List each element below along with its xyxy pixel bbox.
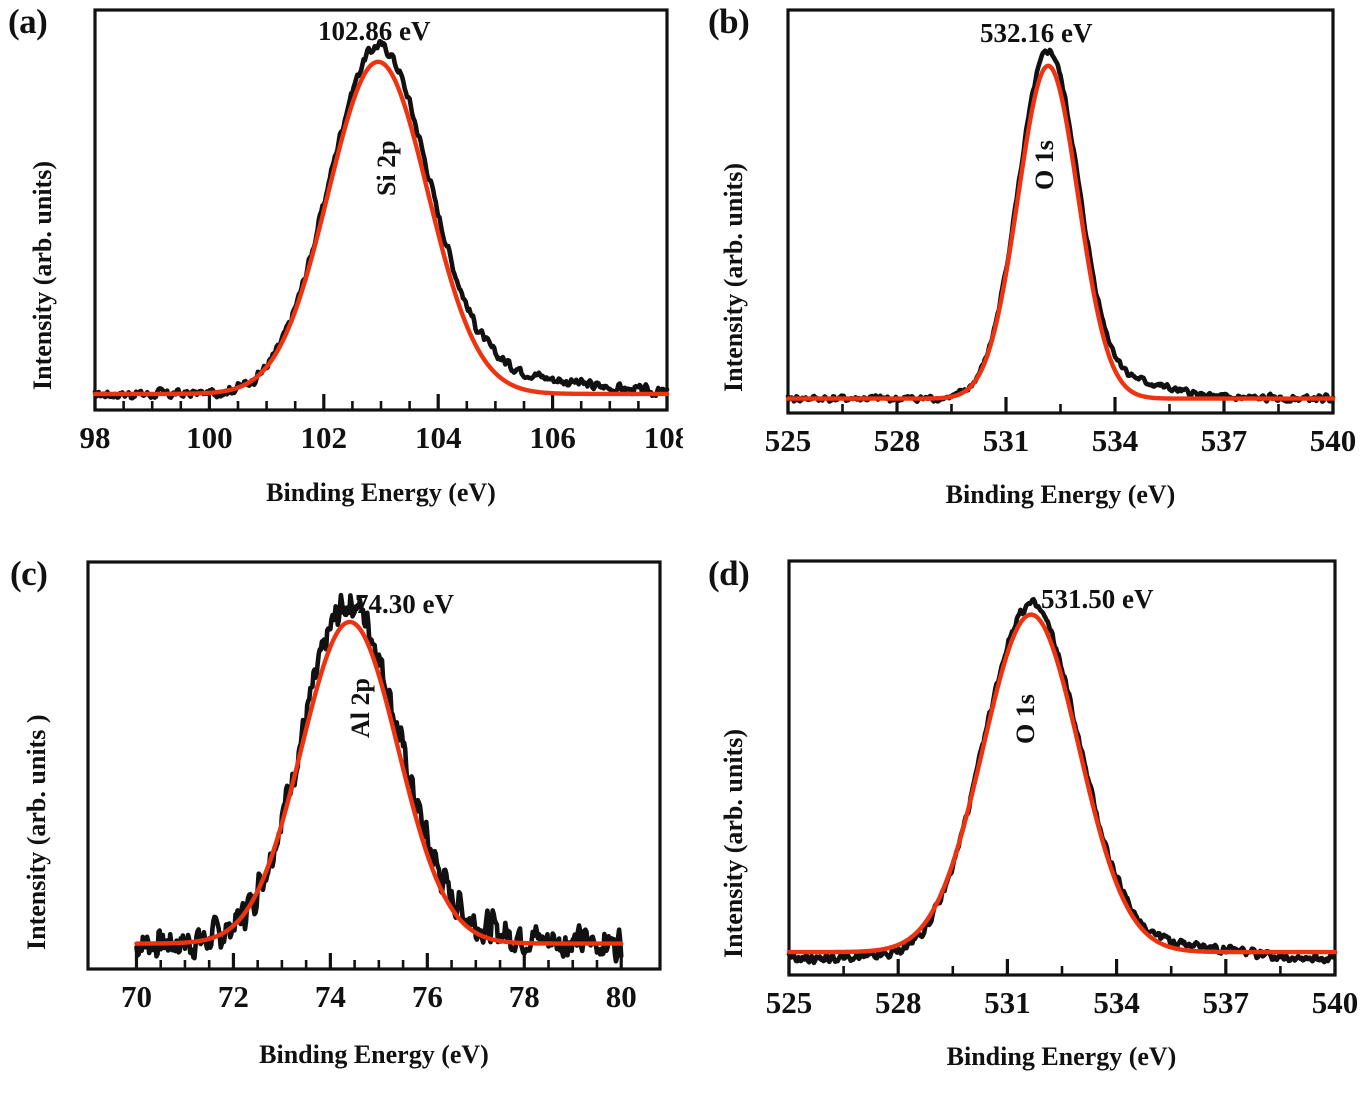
x-axis-tick-label: 80 bbox=[606, 979, 637, 1014]
x-axis-tick-label: 534 bbox=[1093, 985, 1140, 1020]
x-axis-tick-label: 100 bbox=[186, 420, 233, 455]
panel-c-plot: 70 72 74 76 78 80 bbox=[86, 560, 662, 1014]
x-axis-tick-label: 102 bbox=[301, 420, 348, 455]
panel-d-plot: 525 528 531 534 537 540 bbox=[766, 559, 1359, 1020]
fitted-curve bbox=[134, 619, 624, 946]
panel-b-plot: 525 528 531 534 537 540 bbox=[765, 8, 1357, 458]
panel-b: (b) Intensity (arb. units) 532.16 eV O 1… bbox=[683, 0, 1366, 540]
panel-b-x-axis-label: Binding Energy (eV) bbox=[945, 480, 1176, 509]
panel-d-peak-annotation: 531.50 eV bbox=[1041, 584, 1154, 614]
raw-data-curve bbox=[92, 38, 670, 401]
panel-a-x-axis-label: Binding Energy (eV) bbox=[266, 478, 496, 507]
fitted-curve bbox=[785, 63, 1336, 401]
panel-b-letter: (b) bbox=[708, 2, 750, 41]
x-axis-tick-label: 76 bbox=[412, 979, 443, 1014]
x-axis-tick-label: 525 bbox=[766, 985, 813, 1020]
panel-a-plot: 98 100 102 104 106 108 bbox=[80, 8, 683, 455]
panel-a-peak-annotation: 102.86 eV bbox=[318, 16, 431, 46]
x-axis-tick-label: 74 bbox=[315, 979, 346, 1014]
x-axis-tick-label: 104 bbox=[415, 420, 462, 455]
plot-frame bbox=[787, 559, 1337, 977]
x-axis-tick-label: 70 bbox=[121, 979, 152, 1014]
x-axis-tick-label: 540 bbox=[1312, 985, 1359, 1020]
x-axis-tick-label: 540 bbox=[1310, 423, 1357, 458]
x-axis-tick-label: 528 bbox=[875, 985, 922, 1020]
panel-a-letter: (a) bbox=[8, 2, 48, 41]
panel-d-x-axis-label: Binding Energy (eV) bbox=[946, 1042, 1177, 1071]
x-axis-tick-label: 537 bbox=[1203, 985, 1250, 1020]
raw-data-curve bbox=[134, 592, 624, 964]
x-axis-tick-label: 534 bbox=[1092, 423, 1139, 458]
panel-c-letter: (c) bbox=[10, 554, 48, 593]
x-axis-tick-label: 531 bbox=[983, 423, 1030, 458]
x-axis-tick-label: 537 bbox=[1201, 423, 1248, 458]
panel-d: (d) Intensity (arb. units) 531.50 eV O 1… bbox=[683, 540, 1366, 1102]
plot-frame bbox=[86, 560, 662, 971]
x-axis-tick-label: 528 bbox=[874, 423, 921, 458]
panel-b-peak-annotation: 532.16 eV bbox=[980, 18, 1093, 48]
x-axis-tick-label: 78 bbox=[509, 979, 540, 1014]
panel-a: (a) Intensity (arb. units) 102.86 eV Si … bbox=[0, 0, 683, 540]
x-axis-tick-label: 531 bbox=[984, 985, 1031, 1020]
panel-c: (c) Intensity (arb. units ) 74.30 eV Al … bbox=[0, 540, 683, 1102]
raw-data-curve bbox=[786, 597, 1338, 966]
fitted-curve bbox=[786, 612, 1338, 955]
x-axis-tick-label: 106 bbox=[529, 420, 576, 455]
panel-c-x-axis-label: Binding Energy (eV) bbox=[259, 1040, 489, 1069]
fitted-curve bbox=[92, 59, 670, 397]
plot-frame bbox=[93, 8, 669, 412]
panel-c-peak-annotation: 74.30 eV bbox=[355, 589, 454, 619]
x-axis-tick-label: 525 bbox=[765, 423, 812, 458]
x-axis-tick-label: 72 bbox=[218, 979, 249, 1014]
x-axis-tick-label: 98 bbox=[80, 420, 111, 455]
x-axis-tick-label: 108 bbox=[644, 420, 683, 455]
panel-d-letter: (d) bbox=[708, 554, 750, 593]
